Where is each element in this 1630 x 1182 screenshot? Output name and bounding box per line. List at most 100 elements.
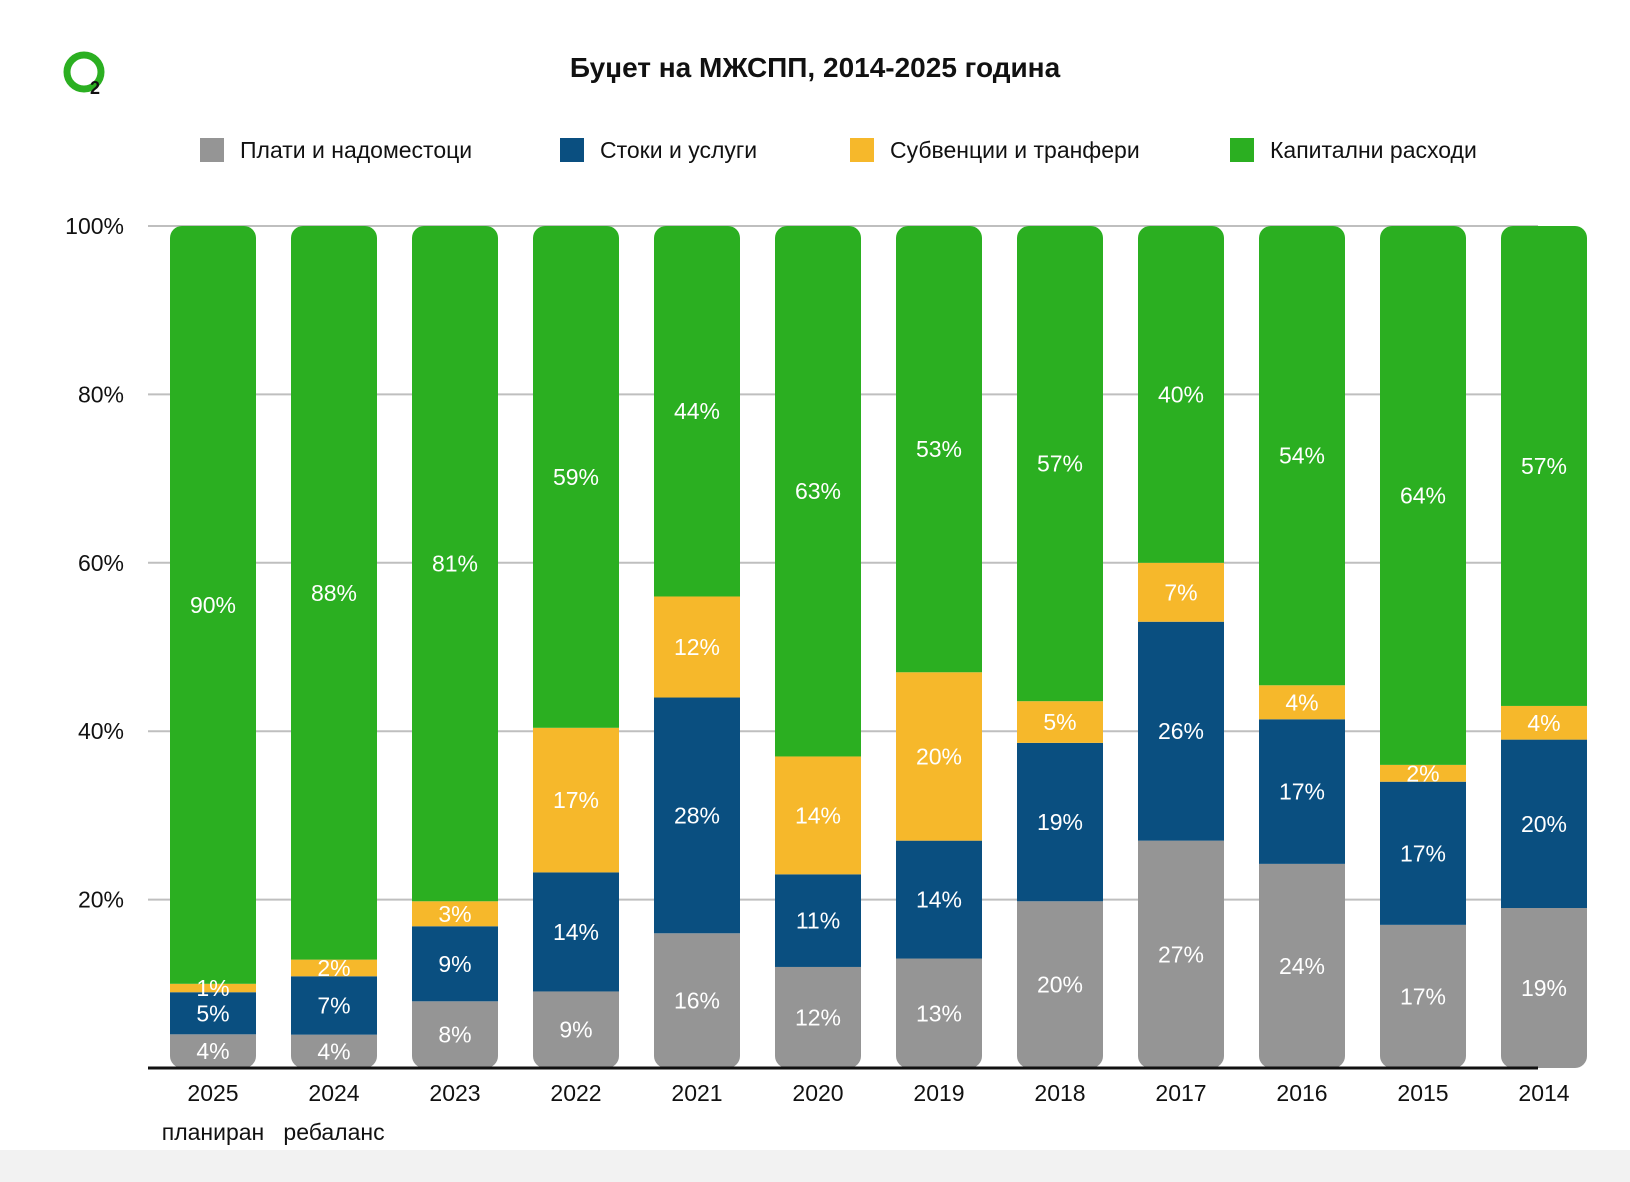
legend-item-stoki: Стоки и услуги [560, 137, 757, 164]
bar-segment [412, 226, 498, 902]
bar-segment [533, 991, 619, 1068]
data-label: 20% [1037, 972, 1083, 998]
bar-segment [896, 958, 982, 1068]
legend-label-subvencii: Субвенции и транфери [890, 136, 1140, 163]
bar-segment [291, 226, 377, 960]
bar-2016 [1259, 226, 1345, 1068]
x-tick-label: 2014 [1518, 1080, 1569, 1106]
data-label: 4% [1285, 689, 1318, 715]
bar-segment [170, 1034, 256, 1068]
bar-2018 [1017, 226, 1103, 1068]
bar-segment [1259, 226, 1345, 686]
x-tick-label: 2022 [550, 1080, 601, 1106]
bar-segment [654, 697, 740, 934]
legend-label-plati: Плати и надоместоци [240, 136, 473, 163]
data-label: 7% [317, 992, 350, 1018]
bar-segment [291, 1034, 377, 1068]
bar-segment [1380, 226, 1466, 765]
data-label: 13% [916, 1000, 962, 1026]
legend-label-kapitalni: Капитални расходи [1270, 136, 1477, 163]
bar-segment [775, 756, 861, 875]
data-label: 12% [674, 634, 720, 660]
bar-segment [170, 983, 256, 993]
data-label: 64% [1400, 482, 1446, 508]
data-label: 16% [674, 988, 720, 1014]
bar-segment [1017, 901, 1103, 1068]
y-tick-label: 60% [78, 550, 124, 576]
data-label: 12% [795, 1004, 841, 1030]
x-tick-label: 2017 [1155, 1080, 1206, 1106]
bar-segment [533, 872, 619, 992]
data-label: 59% [553, 464, 599, 490]
bar-segment [1017, 742, 1103, 902]
data-label: 19% [1037, 809, 1083, 835]
data-label: 14% [795, 802, 841, 828]
data-label: 54% [1279, 443, 1325, 469]
legend-label-stoki: Стоки и услуги [600, 136, 758, 163]
data-label: 2% [317, 955, 350, 981]
bar-2014 [1501, 226, 1587, 1068]
data-label: 40% [1158, 381, 1204, 407]
data-label: 9% [559, 1017, 592, 1043]
bar-2023 [412, 226, 498, 1068]
bar-segment [533, 226, 619, 728]
bar-2021 [654, 226, 740, 1068]
bar-segment [896, 226, 982, 673]
bar-2015 [1380, 226, 1466, 1068]
data-label: 88% [311, 580, 357, 606]
data-label: 7% [1164, 579, 1197, 605]
legend-swatch-plati [200, 138, 224, 162]
x-tick-sublabel: планиран [162, 1119, 265, 1145]
bar-2025 [170, 226, 256, 1068]
bar-segment [1138, 562, 1224, 622]
data-label: 20% [1521, 811, 1567, 837]
bar-segment [654, 226, 740, 597]
data-label: 3% [438, 901, 471, 927]
bar-segment [1380, 924, 1466, 1068]
bar-segment [291, 976, 377, 1035]
data-label: 57% [1521, 453, 1567, 479]
data-label: 4% [196, 1038, 229, 1064]
chart-title: Буџет на МЖСПП, 2014-2025 година [569, 52, 1061, 83]
data-label: 2% [1406, 760, 1439, 786]
bar-2017 [1138, 226, 1224, 1068]
legend-item-subvencii: Субвенции и транфери [850, 137, 1140, 164]
data-label: 27% [1158, 941, 1204, 967]
y-tick-label: 100% [65, 213, 124, 239]
bar-segment [1138, 840, 1224, 1068]
data-label: 26% [1158, 718, 1204, 744]
x-tick-label: 2024 [308, 1080, 359, 1106]
data-label: 11% [796, 908, 840, 934]
data-label: 8% [438, 1022, 471, 1048]
x-tick-label: 2015 [1397, 1080, 1448, 1106]
bar-segment [1501, 705, 1587, 740]
bar-segment [654, 596, 740, 698]
bar-segment [1380, 764, 1466, 782]
bar-segment [775, 226, 861, 757]
footer-band [0, 1150, 1630, 1182]
bar-segment [1017, 226, 1103, 702]
bar-segment [775, 874, 861, 967]
data-label: 20% [916, 743, 962, 769]
legend-swatch-stoki [560, 138, 584, 162]
bar-2022 [533, 226, 619, 1068]
x-tick-label: 2021 [671, 1080, 722, 1106]
legend-swatch-subvencii [850, 138, 874, 162]
y-tick-label: 40% [78, 718, 124, 744]
bar-segment [654, 933, 740, 1068]
bar-segment [170, 226, 256, 984]
bar-segment [412, 926, 498, 1002]
bar-2024 [291, 226, 377, 1068]
data-label: 90% [190, 592, 236, 618]
bar-segment [1501, 908, 1587, 1068]
bar-segment [170, 992, 256, 1035]
legend-item-kapitalni: Капитални расходи [1230, 137, 1477, 164]
data-label: 4% [1527, 710, 1560, 736]
data-label: 17% [553, 787, 599, 813]
x-tick-label: 2016 [1276, 1080, 1327, 1106]
bar-segment [896, 672, 982, 841]
data-label: 57% [1037, 451, 1083, 477]
data-label: 4% [317, 1038, 350, 1064]
bar-segment [1259, 685, 1345, 720]
data-label: 63% [795, 478, 841, 504]
